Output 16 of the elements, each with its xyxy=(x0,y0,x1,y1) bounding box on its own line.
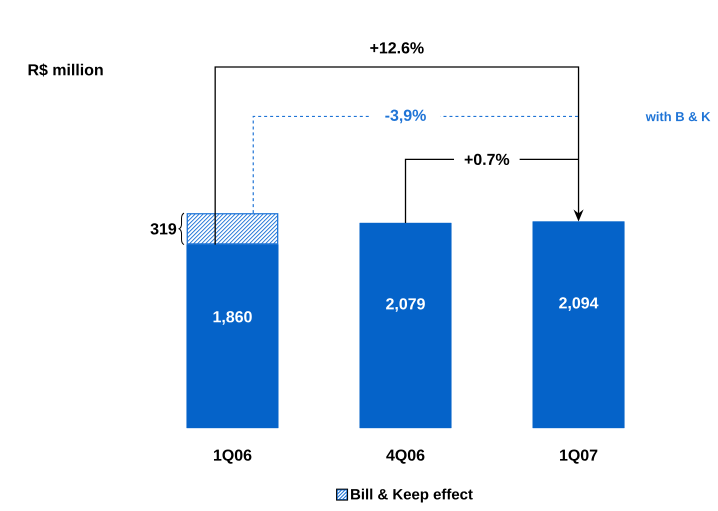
text: -3,9% xyxy=(385,110,426,124)
data-label: 1,860 xyxy=(214,311,252,325)
text: R$ million xyxy=(28,63,103,76)
x-tick-label: 4Q06 xyxy=(386,450,424,464)
bar xyxy=(186,244,279,428)
data-label: 2,079 xyxy=(386,298,425,312)
bar xyxy=(359,222,452,428)
x-tick-label: 1Q07 xyxy=(560,450,598,464)
legend-label: Bill & Keep effect xyxy=(351,488,473,502)
x-tick-label: 1Q06 xyxy=(214,450,252,464)
bar xyxy=(532,221,625,428)
text: with B & K xyxy=(646,112,710,122)
data-label: 2,094 xyxy=(559,297,598,311)
annotation: 319 xyxy=(150,223,176,234)
text: +0.7% xyxy=(464,154,510,166)
text: +12.6% xyxy=(370,42,424,54)
